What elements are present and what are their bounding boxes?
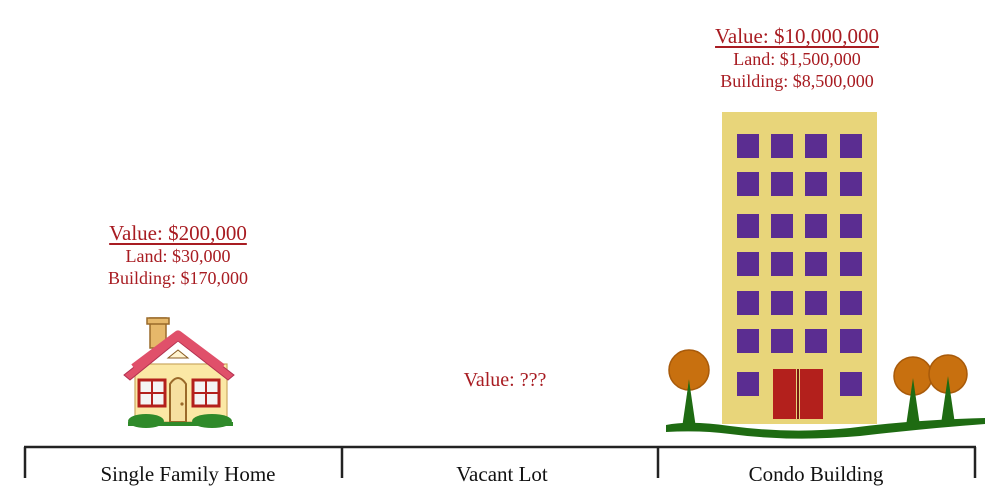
- home-land-value: Land: $30,000: [125, 246, 231, 266]
- condo-windows: [737, 134, 862, 396]
- home-value-title: Value: $200,000: [109, 221, 247, 245]
- column-label-lot: Vacant Lot: [456, 462, 548, 486]
- home-value-block: Value: $200,000 Land: $30,000 Building: …: [78, 221, 278, 289]
- condo-window: [840, 172, 862, 196]
- condo-window: [840, 134, 862, 158]
- condo-window: [737, 172, 759, 196]
- condo-value-block: Value: $10,000,000 Land: $1,500,000 Buil…: [672, 24, 922, 92]
- ground-axis: [23, 445, 977, 478]
- lot-value-block: Value: ???: [420, 369, 590, 391]
- condo-value-title: Value: $10,000,000: [715, 24, 879, 48]
- condo-window: [805, 214, 827, 238]
- condo-window: [737, 329, 759, 353]
- house-icon: [123, 317, 235, 428]
- condo-window: [771, 329, 793, 353]
- lot-value-title: Value: ???: [463, 369, 547, 391]
- condo-window: [737, 252, 759, 276]
- condo-window: [771, 291, 793, 315]
- grass-strip: [666, 418, 985, 439]
- condo-window: [805, 134, 827, 158]
- tree-icon: [928, 354, 968, 424]
- condo-land-value: Land: $1,500,000: [733, 49, 861, 69]
- tree-icon: [668, 349, 710, 428]
- column-label-condo: Condo Building: [748, 462, 884, 486]
- condo-building-value: Building: $8,500,000: [720, 71, 874, 91]
- tree-icon: [893, 356, 933, 426]
- condo-window: [771, 214, 793, 238]
- condo-window: [805, 172, 827, 196]
- condo-window: [737, 134, 759, 158]
- condo-window: [737, 291, 759, 315]
- condo-window: [840, 329, 862, 353]
- condo-window: [840, 214, 862, 238]
- condo-window: [805, 291, 827, 315]
- condo-window: [840, 372, 862, 396]
- condo-window: [771, 172, 793, 196]
- condo-window: [771, 252, 793, 276]
- condo-window: [771, 134, 793, 158]
- condo-window: [805, 329, 827, 353]
- condo-window: [737, 372, 759, 396]
- condo-window: [737, 214, 759, 238]
- condo-building-icon: [722, 112, 877, 424]
- column-label-home: Single Family Home: [100, 462, 276, 486]
- condo-window: [840, 291, 862, 315]
- condo-window: [805, 252, 827, 276]
- condo-window: [840, 252, 862, 276]
- home-building-value: Building: $170,000: [107, 268, 248, 288]
